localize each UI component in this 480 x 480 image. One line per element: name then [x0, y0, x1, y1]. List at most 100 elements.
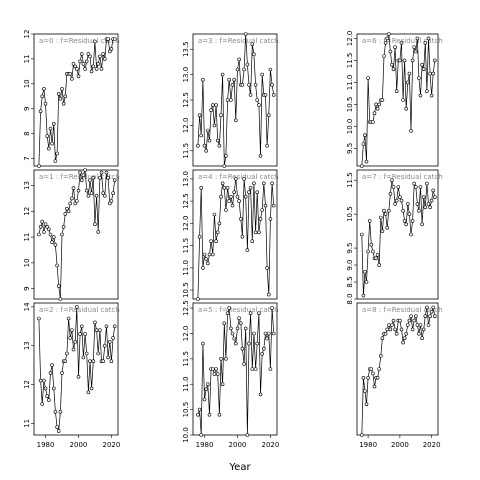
data-point [108, 201, 112, 206]
data-point [209, 239, 213, 243]
data-point [112, 324, 117, 329]
data-point [407, 318, 412, 323]
data-point [367, 219, 372, 223]
data-point [91, 64, 96, 69]
data-point [271, 331, 276, 336]
data-point [86, 194, 91, 198]
data-point [399, 327, 404, 332]
data-point [428, 314, 432, 319]
data-point [206, 261, 210, 266]
data-point [431, 305, 436, 310]
data-point [70, 196, 74, 201]
data-point [261, 181, 266, 186]
x-tick-label: 2020 [423, 441, 441, 449]
data-point [258, 392, 263, 397]
data-point [78, 332, 82, 336]
data-point [429, 198, 434, 203]
panel-title: a=0 : f=Residual catch [39, 37, 120, 45]
data-point [73, 64, 77, 69]
data-point [83, 168, 87, 172]
data-point [201, 266, 205, 270]
data-point [398, 195, 402, 199]
data-point [56, 92, 61, 96]
data-point [265, 336, 269, 341]
data-point [211, 103, 215, 107]
panel-frame [192, 169, 278, 300]
data-point [386, 32, 391, 36]
data-point [412, 318, 417, 323]
data-point [71, 186, 76, 190]
x-tick-label: 1980 [196, 441, 214, 449]
data-point [43, 101, 48, 106]
data-point [94, 67, 99, 71]
data-point [364, 159, 369, 164]
data-point [207, 138, 212, 143]
data-point [217, 412, 222, 417]
data-point [252, 181, 256, 186]
data-point [380, 229, 385, 233]
data-point [423, 205, 428, 210]
x-tick-label: 2000 [391, 441, 409, 449]
data-point [268, 217, 273, 221]
data-point [248, 311, 253, 316]
y-tick-label: 10.0 [182, 427, 190, 443]
series-line [361, 33, 436, 167]
data-point [38, 378, 43, 383]
y-tick-label: 11 [23, 54, 31, 63]
data-point [50, 141, 54, 146]
data-point [415, 202, 420, 206]
data-point [366, 249, 370, 254]
data-point [242, 177, 246, 181]
data-point [230, 203, 235, 208]
data-point [260, 351, 265, 356]
data-point [106, 355, 110, 360]
data-point [40, 94, 45, 99]
y-tick-label: 12.5 [182, 193, 190, 209]
data-point [37, 164, 41, 168]
data-point [380, 98, 385, 102]
data-point [108, 339, 112, 344]
data-point [363, 269, 367, 274]
data-point [426, 323, 431, 327]
panel-a1: a=1 : f=Residual catch 9 10 11 12 13 [23, 168, 120, 301]
y-tick-label: 9.5 [346, 243, 354, 254]
data-point [60, 232, 64, 237]
data-point [207, 412, 212, 417]
data-point [372, 384, 377, 389]
y-tick-label: 12.0 [182, 326, 190, 342]
panel-a8: a=8 : f=Residual catch 1980 2000 2020 [356, 302, 443, 449]
data-point [401, 340, 405, 345]
data-point [243, 32, 248, 36]
data-point [207, 252, 212, 257]
data-point [220, 382, 225, 387]
data-point [407, 71, 412, 76]
data-point [378, 353, 383, 358]
panel-a7: a=7 : f=Residual catch 8.0 8.5 9.0 9.5 10.5 11… [346, 169, 443, 305]
data-point [68, 72, 72, 76]
y-tick-label: 12 [23, 380, 31, 389]
data-point [75, 305, 79, 309]
data-point [260, 208, 265, 212]
data-point [96, 62, 100, 66]
data-point [410, 219, 415, 223]
data-point [270, 83, 274, 87]
data-point [230, 331, 235, 336]
data-point [405, 323, 410, 327]
y-tick-label: 12.0 [346, 31, 354, 47]
data-point [377, 263, 382, 267]
data-point [409, 314, 413, 319]
data-point [257, 103, 261, 107]
data-point [257, 311, 261, 316]
panel-title: a=2 : f=Residual catch [39, 306, 120, 314]
data-point [363, 389, 367, 393]
y-tick-label: 10.5 [346, 206, 354, 222]
data-point [212, 212, 217, 217]
data-point [429, 309, 434, 314]
data-point [80, 324, 84, 329]
data-point [103, 194, 107, 198]
y-tick-label: 11.5 [182, 351, 190, 367]
data-point [93, 222, 97, 226]
data-point [104, 170, 109, 175]
data-point [413, 314, 418, 319]
